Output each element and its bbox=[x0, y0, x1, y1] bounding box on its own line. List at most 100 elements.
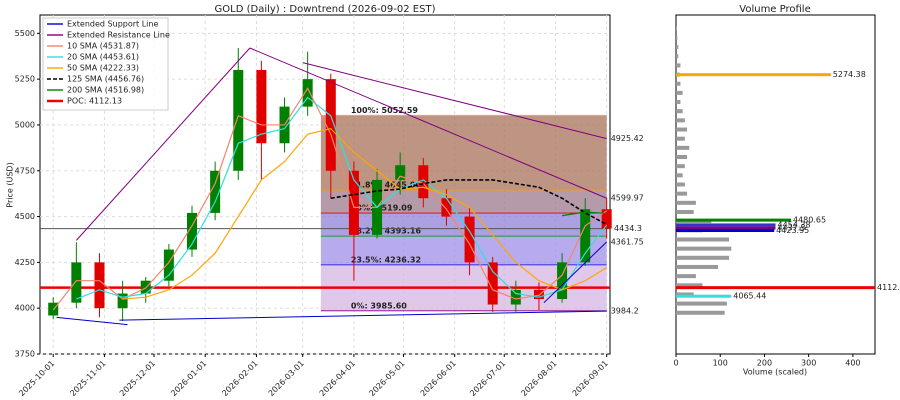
volume-bar bbox=[676, 292, 694, 297]
x-tick-label: 100 bbox=[713, 359, 728, 368]
volume-bar bbox=[676, 81, 681, 86]
fib-band bbox=[320, 213, 607, 237]
volume-bar bbox=[676, 209, 694, 214]
candle-body bbox=[487, 262, 498, 305]
volume-bar bbox=[676, 118, 685, 123]
legend-label: POC: 4112.13 bbox=[67, 97, 122, 106]
volume-bar bbox=[676, 100, 681, 105]
trendline bbox=[75, 47, 251, 241]
legend-label: Extended Support Line bbox=[67, 20, 158, 29]
fib-label: 38.2%: 4393.16 bbox=[351, 227, 422, 236]
candle-body bbox=[71, 262, 82, 303]
trendline bbox=[56, 316, 128, 326]
volume-bar bbox=[676, 274, 696, 279]
volume-bar bbox=[676, 45, 679, 50]
sma-line bbox=[122, 127, 608, 300]
volume-highlight bbox=[676, 223, 776, 227]
y-tick-label: 5250 bbox=[15, 75, 35, 84]
volume-bar bbox=[676, 246, 732, 251]
volume-highlight bbox=[676, 286, 875, 290]
sma-line bbox=[561, 211, 607, 217]
legend-label: 50 SMA (4222.33) bbox=[67, 64, 139, 73]
trendline bbox=[249, 47, 607, 199]
volume-label: 4437.5 bbox=[778, 224, 806, 233]
y-tick-label: 4000 bbox=[15, 304, 35, 313]
trendline-label: 4599.97 bbox=[611, 194, 644, 203]
trendline bbox=[119, 310, 607, 321]
volume-x-label: Volume (scaled) bbox=[743, 368, 807, 377]
fib-label: 61.8%: 4645.00 bbox=[351, 180, 422, 189]
fib-band bbox=[320, 115, 607, 190]
volume-bar bbox=[676, 310, 725, 315]
volume-bar bbox=[676, 301, 727, 306]
candle-body bbox=[140, 280, 151, 294]
candle-body bbox=[510, 289, 521, 305]
candle-body bbox=[233, 69, 244, 171]
trendline-label: 3984.2 bbox=[611, 307, 639, 316]
volume-bar bbox=[676, 255, 730, 260]
candle-body bbox=[395, 165, 406, 180]
trendline-label: 4361.75 bbox=[611, 237, 644, 246]
y-axis-label: Price (USD) bbox=[6, 162, 15, 207]
volume-bar bbox=[676, 127, 688, 132]
y-tick-label: 4750 bbox=[15, 166, 35, 175]
volume-plot: 0 100 200 300 400 5274.38 4480.654454.384437.5… bbox=[673, 14, 900, 368]
y-tick-label: 5500 bbox=[15, 29, 35, 38]
volume-highlight bbox=[676, 218, 791, 222]
volume-label: 4454.38 bbox=[778, 220, 811, 229]
legend-label: 125 SMA (4456.76) bbox=[67, 75, 144, 84]
x-tick-label: 400 bbox=[845, 359, 860, 368]
candle-body bbox=[117, 293, 128, 309]
candle-body bbox=[580, 209, 591, 263]
volume-label: 4480.65 bbox=[793, 216, 826, 225]
volume-bar bbox=[676, 264, 719, 269]
trendline bbox=[302, 62, 607, 140]
volume-label: 5274.38 bbox=[833, 70, 866, 79]
candle-body bbox=[441, 198, 452, 217]
candle-body bbox=[325, 79, 336, 171]
price-label: 4434.3 bbox=[614, 224, 642, 233]
chart-title: GOLD (Daily) : Downtrend (2026-09-02 EST… bbox=[215, 4, 436, 15]
candle-body bbox=[163, 249, 174, 281]
volume-highlight bbox=[676, 226, 776, 230]
x-tick-label: 300 bbox=[801, 359, 816, 368]
volume-bar bbox=[676, 182, 685, 187]
volume-label: 4423.95 bbox=[776, 226, 809, 235]
legend-label: 20 SMA (4453.61) bbox=[67, 53, 139, 62]
legend-box bbox=[42, 17, 169, 111]
fib-label: 23.5%: 4236.32 bbox=[351, 255, 421, 264]
candle-body bbox=[187, 212, 197, 250]
volume-bar bbox=[676, 26, 677, 31]
y-tick-label: 3750 bbox=[15, 350, 35, 359]
legend-label: 200 SMA (4516.98) bbox=[67, 86, 144, 95]
sma-line bbox=[330, 179, 608, 226]
volume-bar bbox=[676, 200, 696, 205]
fib-label: 100%: 5052.59 bbox=[351, 106, 419, 115]
volume-bar bbox=[676, 237, 730, 242]
y-tick-label: 4250 bbox=[15, 258, 35, 267]
y-tick-label: 5000 bbox=[15, 120, 35, 129]
volume-bar bbox=[676, 54, 679, 59]
volume-bar bbox=[676, 136, 685, 141]
fib-label: 0%: 3985.60 bbox=[351, 301, 407, 310]
y-tick-label: 4500 bbox=[15, 212, 35, 221]
volume-bar bbox=[676, 63, 681, 68]
legend-label: 10 SMA (4531.87) bbox=[67, 42, 139, 51]
x-tick-label: 200 bbox=[757, 359, 772, 368]
volume-bar bbox=[676, 109, 683, 114]
candle-body bbox=[210, 170, 221, 213]
volume-bar bbox=[676, 90, 683, 95]
candle-body bbox=[601, 209, 612, 229]
candle-body bbox=[256, 69, 267, 144]
candle-body bbox=[464, 216, 475, 263]
fib-band bbox=[320, 236, 607, 265]
candle-body bbox=[348, 170, 359, 235]
sma-line bbox=[52, 87, 608, 311]
trendline-label: 4925.42 bbox=[611, 134, 644, 143]
volume-highlight bbox=[676, 294, 732, 298]
legend-label: Extended Resistance Line bbox=[67, 31, 170, 40]
volume-highlight bbox=[676, 229, 775, 233]
volume-highlight bbox=[676, 73, 831, 77]
candle-body bbox=[94, 262, 105, 309]
